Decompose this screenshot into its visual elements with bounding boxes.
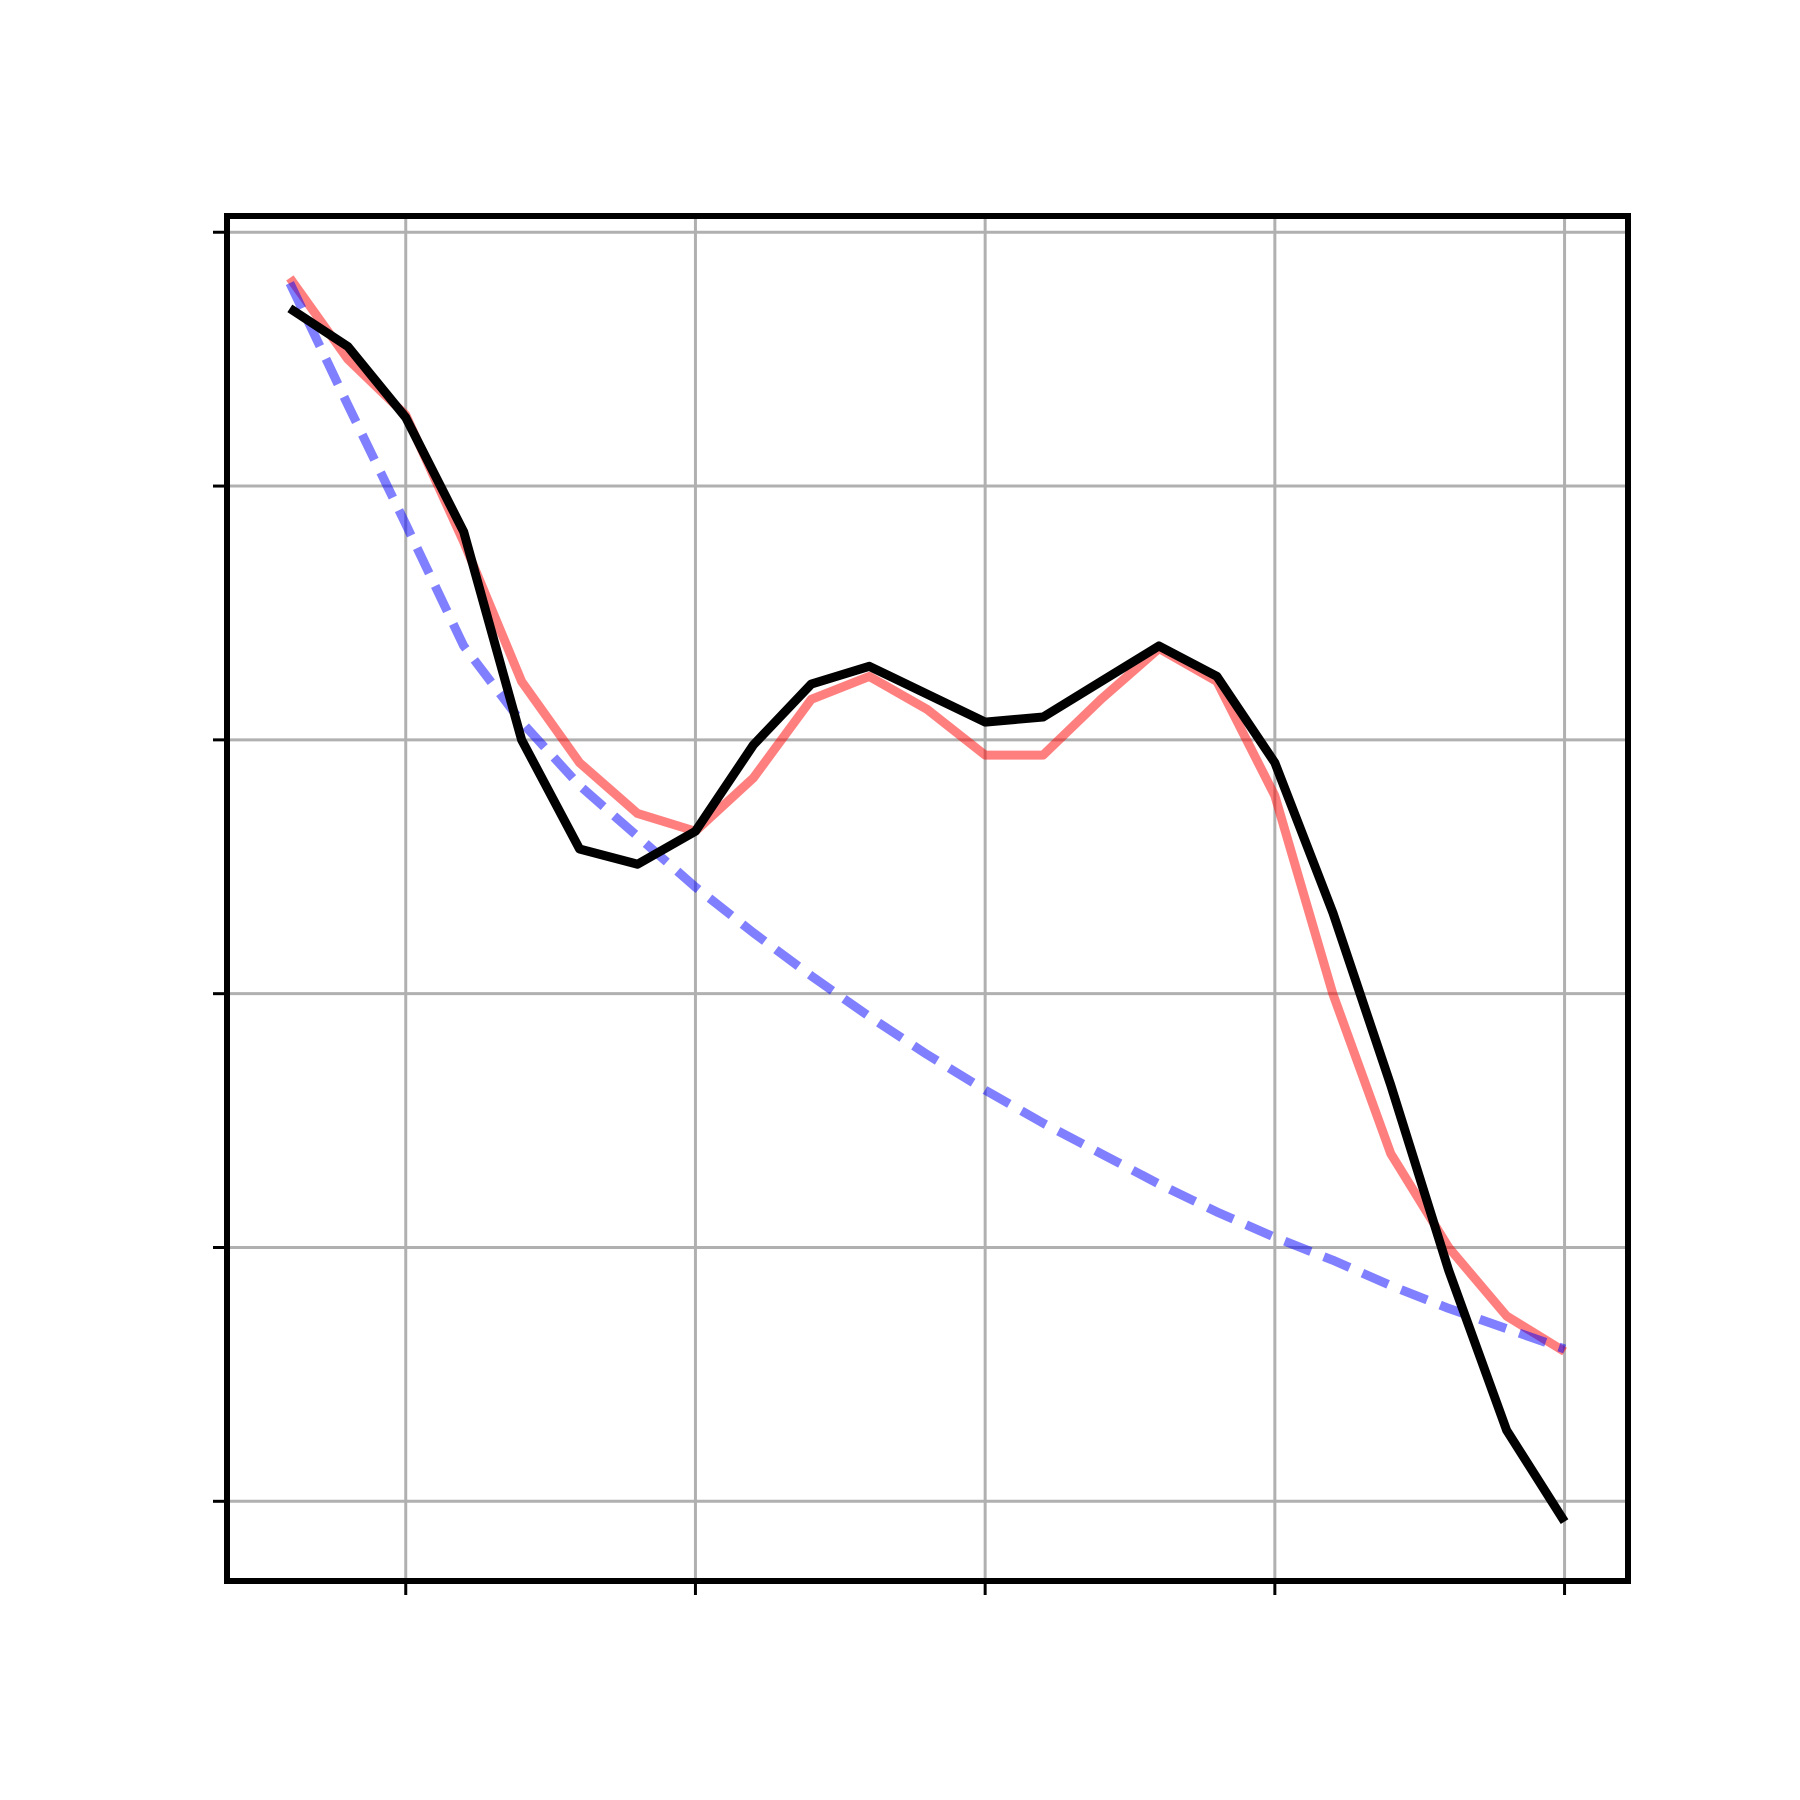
data-line (285, 281, 1567, 1354)
plot-frame (224, 213, 1631, 1584)
data-line (286, 275, 1567, 1356)
data-line (287, 304, 1569, 1525)
